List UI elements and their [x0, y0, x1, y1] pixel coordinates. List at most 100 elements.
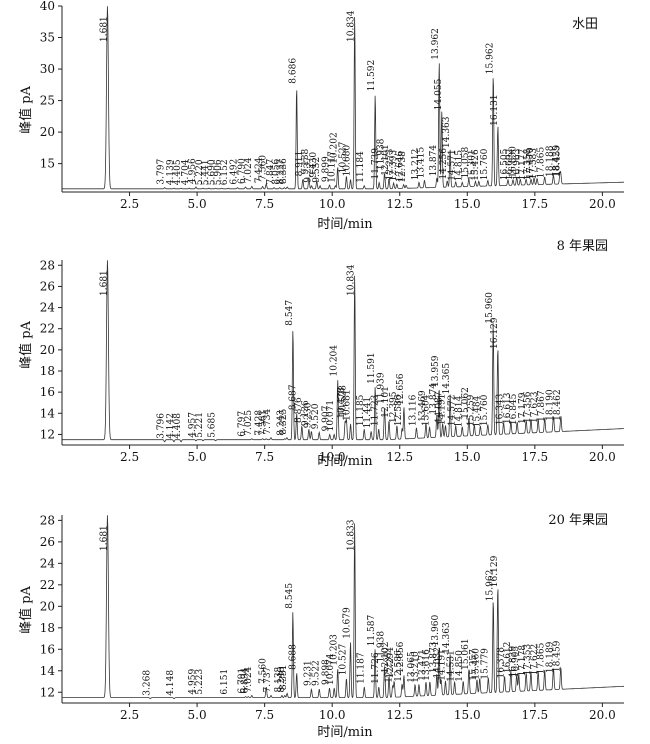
peak-label: 15.301 — [467, 149, 477, 181]
peak-label: 14.191 — [437, 649, 447, 681]
peak-label: 16.613 — [503, 392, 513, 424]
peak-label: 15.058 — [461, 147, 471, 179]
peak-label: 16.343 — [496, 393, 506, 425]
y-tick-label: 14 — [40, 664, 56, 678]
peak-label: 17.867 — [537, 390, 547, 422]
peak-label: 15.962 — [485, 570, 495, 602]
peak-label: 5.221 — [195, 412, 205, 438]
peak-label: 16.845 — [509, 393, 519, 425]
y-axis-label: 峰值 pA — [18, 85, 34, 133]
chromatogram-trace — [62, 515, 624, 700]
peak-label: 7.737 — [263, 666, 273, 692]
peak-label: 17.356 — [523, 391, 533, 423]
peak-label: 12.237 — [385, 651, 395, 683]
peak-label: 6.492 — [229, 159, 239, 185]
peak-label: 9.230 — [303, 402, 313, 428]
peak-label: 11.441 — [363, 397, 373, 429]
peak-label: 7.025 — [244, 410, 254, 436]
peak-label: 15.779 — [480, 648, 490, 680]
peak-label: 8.545 — [285, 583, 295, 609]
peak-label: 3.268 — [142, 670, 152, 696]
peak-label: 17.470 — [526, 147, 536, 179]
peak-label: 12.586 — [394, 394, 404, 426]
x-tick-label: 20.0 — [589, 197, 616, 211]
peak-label: 15.062 — [461, 387, 471, 419]
peak-label: 14.363 — [442, 622, 452, 654]
peak-label: 8.688 — [289, 644, 299, 670]
peak-label: 16.963 — [512, 148, 522, 180]
peak-label: 9.898 — [321, 659, 331, 685]
peak-label: 16.131 — [490, 94, 500, 126]
peak-label: 4.959 — [188, 669, 198, 695]
peak-label: 4.704 — [181, 159, 191, 185]
peak-label: 10.680 — [343, 145, 353, 177]
peak-label: 15.426 — [471, 149, 481, 181]
peak-label: 14.032 — [433, 647, 443, 679]
peak-label: 10.527 — [338, 141, 348, 173]
y-tick-label: 20 — [40, 599, 55, 613]
x-tick-label: 2.5 — [120, 197, 139, 211]
y-axis-label: 峰值 pA — [18, 585, 34, 633]
peak-label: 8.325 — [279, 409, 289, 435]
peak-label: 14.363 — [442, 116, 452, 148]
peak-label: 3.796 — [157, 413, 167, 439]
x-tick-label: 12.5 — [386, 708, 413, 722]
peak-label: 7.734 — [263, 409, 273, 435]
peak-label: 8.547 — [285, 300, 295, 326]
chromatogram-trace — [62, 6, 624, 190]
x-tick-label: 5.0 — [188, 708, 207, 722]
peak-label: 18.459 — [553, 145, 563, 177]
peak-label: 17.865 — [537, 642, 547, 674]
y-tick-label: 12 — [40, 685, 55, 699]
peak-label: 8.056 — [272, 159, 282, 185]
peak-label: 11.187 — [356, 652, 366, 684]
peak-label: 14.815 — [454, 150, 464, 182]
y-tick-label: 22 — [40, 578, 55, 592]
x-tick-label: 7.5 — [255, 450, 274, 464]
peak-label: 14.571 — [448, 149, 458, 181]
x-tick-label: 17.5 — [521, 708, 548, 722]
peak-label: 3.797 — [157, 159, 167, 185]
peak-label: 10.834 — [347, 264, 357, 296]
y-tick-label: 16 — [40, 642, 55, 656]
peak-label: 16.129 — [490, 317, 500, 349]
peak-label: 8.138 — [274, 666, 284, 692]
peak-label: 4.405 — [173, 159, 183, 185]
peak-label: 15.960 — [485, 292, 495, 324]
x-tick-label: 7.5 — [255, 197, 274, 211]
x-tick-label: 5.0 — [188, 197, 207, 211]
peak-label: 13.116 — [408, 394, 418, 426]
peak-label: 17.179 — [518, 392, 528, 424]
peak-label: 11.939 — [377, 372, 387, 404]
peak-label: 16.692 — [505, 149, 515, 181]
peak-label: 13.065 — [407, 651, 417, 683]
chromatogram-trace — [62, 260, 624, 443]
peak-label: 10.202 — [330, 132, 340, 164]
peak-label: 11.726 — [371, 652, 381, 684]
peak-label: 8.227 — [276, 159, 286, 185]
y-tick-label: 25 — [40, 94, 55, 108]
peak-label: 1.681 — [99, 525, 109, 551]
peak-label: 17.177 — [518, 148, 528, 180]
peak-label: 5.906 — [214, 159, 224, 185]
peak-label: 14.191 — [437, 394, 447, 426]
peak-label: 16.129 — [490, 555, 500, 587]
chromatogram-panel-paddy: 水田 峰值 pA 时间/min 2.5 5.0 7.5 10.0 12.5 15.0 17.… — [18, 0, 624, 232]
peak-label: 17.623 — [530, 391, 540, 423]
peak-label: 1.681 — [99, 16, 109, 42]
peak-label: 15.760 — [480, 394, 490, 426]
peak-label: 12.656 — [396, 641, 406, 673]
peak-label: 17.358 — [523, 148, 533, 180]
y-tick-labels: 12 14 16 18 20 22 24 26 28 — [40, 258, 56, 441]
peak-label: 4.408 — [173, 413, 183, 439]
peak-label: 10.204 — [330, 345, 340, 377]
peak-label: 6.894 — [240, 668, 250, 694]
peak-label: 4.142 — [166, 413, 176, 439]
chromatogram-panel-8yr-orchard: 8 年果园 峰值 pA 时间/min 2.5 5.0 7.5 10.0 12.5 15.0… — [18, 239, 624, 469]
peak-label: 10.681 — [343, 389, 353, 421]
y-tick-label: 15 — [40, 157, 55, 171]
peak-label: 13.874 — [429, 145, 439, 177]
peak-label: 10.074 — [326, 653, 336, 685]
peak-label: 18.189 — [546, 641, 556, 673]
peak-label: 18.425 — [552, 145, 562, 177]
